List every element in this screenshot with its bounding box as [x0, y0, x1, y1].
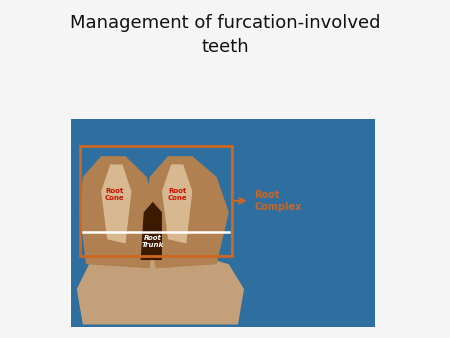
Ellipse shape	[180, 289, 217, 314]
Text: Root
Cone: Root Cone	[167, 188, 187, 201]
Polygon shape	[101, 165, 131, 243]
Ellipse shape	[135, 289, 171, 314]
Polygon shape	[77, 254, 244, 324]
Polygon shape	[144, 156, 229, 268]
Text: Root
Cone: Root Cone	[105, 188, 125, 201]
Text: Management of furcation-involved: Management of furcation-involved	[70, 14, 380, 32]
Bar	[80, 146, 232, 256]
Text: Root
Complex: Root Complex	[254, 190, 302, 212]
Text: Root
Trunk: Root Trunk	[142, 235, 164, 248]
Polygon shape	[80, 156, 156, 268]
Polygon shape	[162, 165, 192, 243]
Polygon shape	[141, 202, 162, 260]
Text: teeth: teeth	[201, 38, 249, 56]
Bar	[71, 119, 375, 327]
Ellipse shape	[89, 289, 126, 314]
